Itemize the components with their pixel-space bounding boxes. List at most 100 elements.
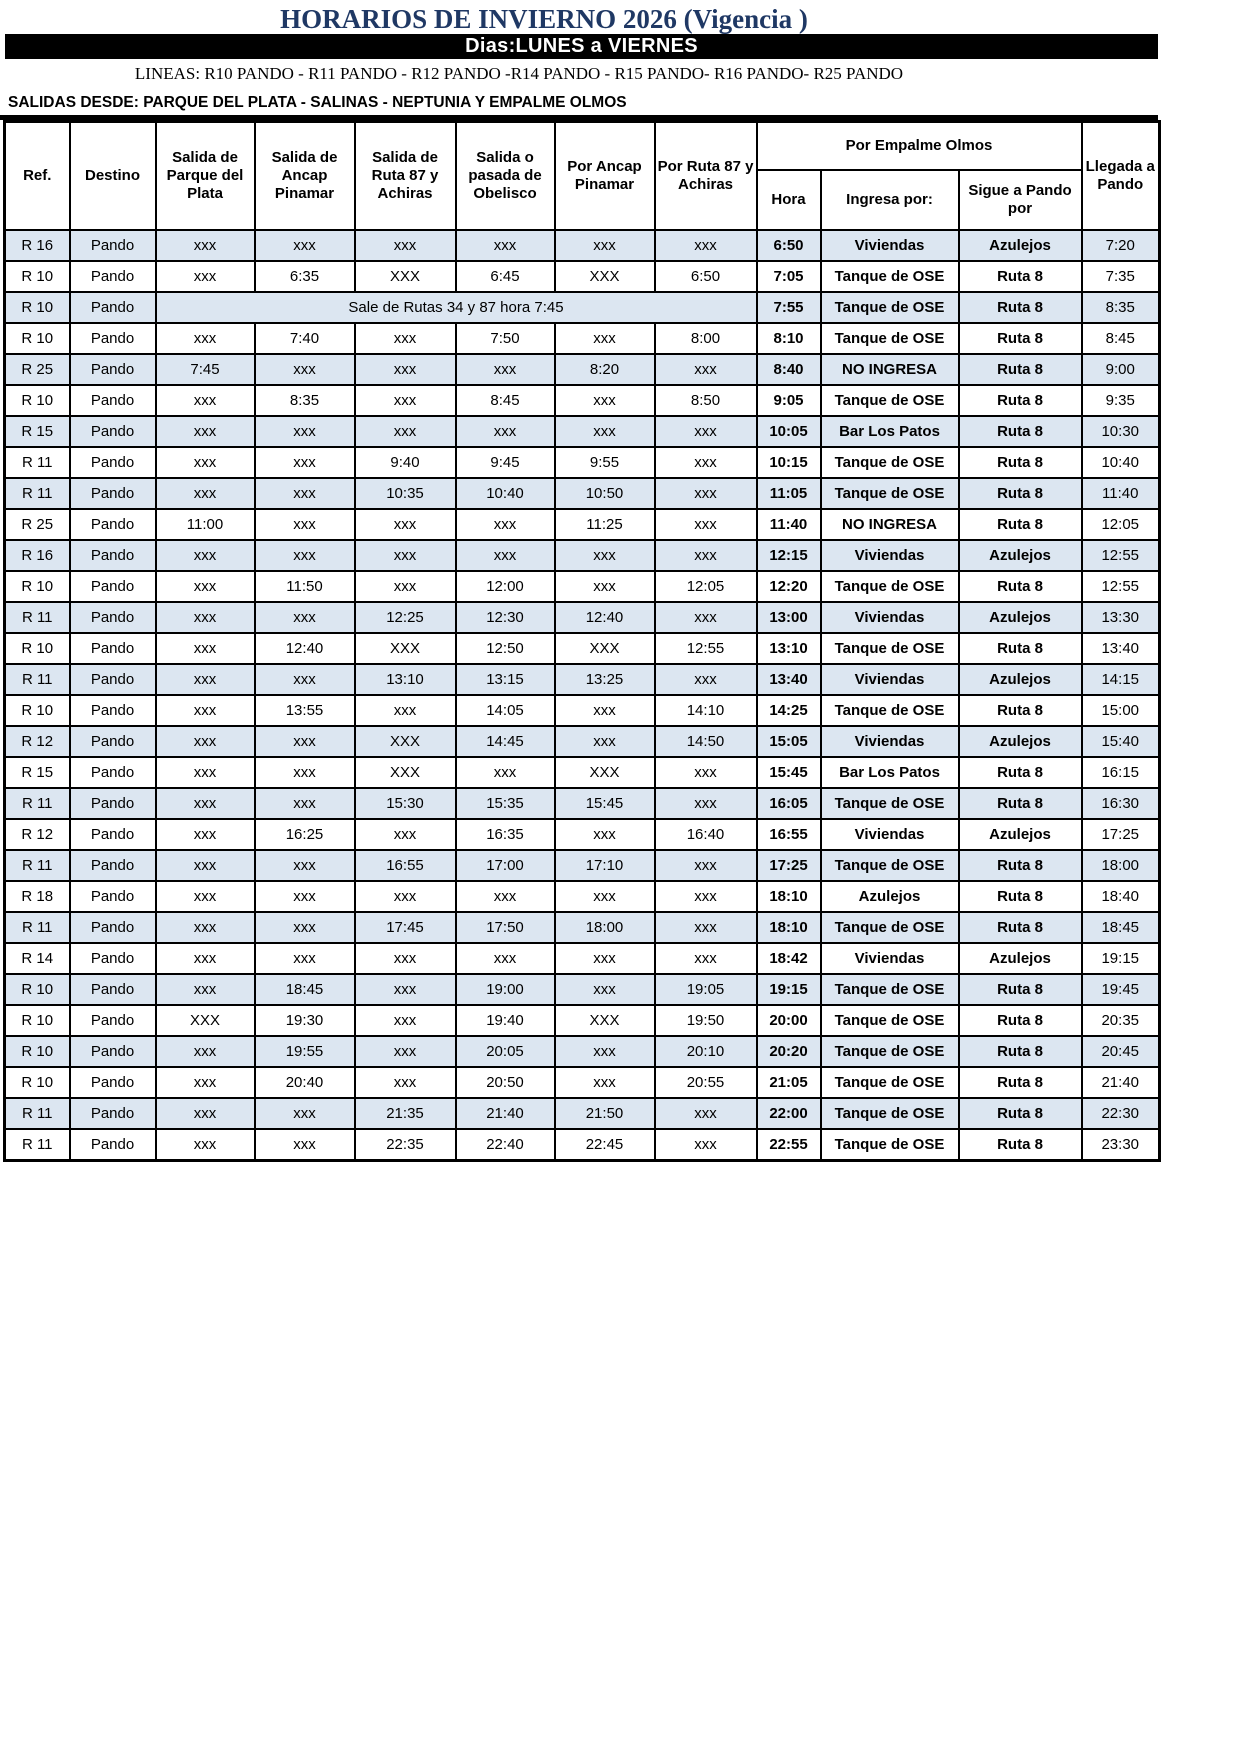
ref-cell: R 11 [3, 600, 71, 634]
por-ruta87-cell: xxx [653, 352, 758, 386]
destino-cell: Pando [68, 1096, 157, 1130]
sigue-cell: Azulejos [957, 228, 1083, 262]
timetable-header: Ref. Destino Salida de Parque del Plata … [3, 121, 1161, 231]
ingresa-cell: NO INGRESA [819, 352, 960, 386]
sigue-cell: Ruta 8 [957, 693, 1083, 727]
salida-ruta87-cell: XXX [353, 259, 457, 293]
ingresa-cell: Bar Los Patos [819, 755, 960, 789]
por-ancap-cell: 22:45 [553, 1127, 656, 1161]
timetable-row: R 10 Pando Sale de Rutas 34 y 87 hora 7:45… [3, 290, 1161, 324]
salida-parque-cell: xxx [154, 848, 256, 882]
salida-ruta87-cell: xxx [353, 569, 457, 603]
salida-ruta87-cell: xxx [353, 1034, 457, 1068]
llegada-cell: 15:00 [1080, 693, 1161, 727]
salida-ruta87-cell: 12:25 [353, 600, 457, 634]
por-ancap-cell: 18:00 [553, 910, 656, 944]
divider-rule [0, 115, 1158, 120]
ref-cell: R 10 [3, 321, 71, 355]
destino-cell: Pando [68, 662, 157, 696]
destino-cell: Pando [68, 817, 157, 851]
llegada-cell: 21:40 [1080, 1065, 1161, 1099]
sigue-cell: Ruta 8 [957, 352, 1083, 386]
llegada-cell: 19:45 [1080, 972, 1161, 1006]
salida-obelisco-cell: 10:40 [454, 476, 556, 510]
timetable-row: R 11 Pando xxx xxx 12:25 12:30 12:40 xxx 13:00 Vi… [3, 600, 1161, 634]
ingresa-cell: Tanque de OSE [819, 476, 960, 510]
sigue-cell: Ruta 8 [957, 848, 1083, 882]
llegada-cell: 10:40 [1080, 445, 1161, 479]
por-ancap-cell: xxx [553, 724, 656, 758]
ingresa-cell: Viviendas [819, 600, 960, 634]
ingresa-cell: Tanque de OSE [819, 972, 960, 1006]
ingresa-cell: Tanque de OSE [819, 848, 960, 882]
destino-cell: Pando [68, 786, 157, 820]
merged-note-cell: Sale de Rutas 34 y 87 hora 7:45 [154, 290, 758, 324]
hora-cell: 9:05 [755, 383, 822, 417]
llegada-cell: 13:40 [1080, 631, 1161, 665]
por-ruta87-cell: 12:55 [653, 631, 758, 665]
ref-cell: R 25 [3, 352, 71, 386]
salida-parque-cell: xxx [154, 476, 256, 510]
destino-cell: Pando [68, 1003, 157, 1037]
timetable-row: R 12 Pando xxx 16:25 xxx 16:35 xxx 16:40 16:55 Vi… [3, 817, 1161, 851]
hora-cell: 21:05 [755, 1065, 822, 1099]
timetable-row: R 10 Pando xxx 19:55 xxx 20:05 xxx 20:10 20:20 Ta… [3, 1034, 1161, 1068]
ref-cell: R 11 [3, 445, 71, 479]
salida-ruta87-cell: xxx [353, 879, 457, 913]
ingresa-cell: Tanque de OSE [819, 786, 960, 820]
salida-parque-cell: 11:00 [154, 507, 256, 541]
por-ruta87-cell: 16:40 [653, 817, 758, 851]
por-ruta87-cell: 14:10 [653, 693, 758, 727]
salida-obelisco-cell: xxx [454, 507, 556, 541]
por-ruta87-cell: 8:00 [653, 321, 758, 355]
destino-cell: Pando [68, 910, 157, 944]
salida-parque-cell: xxx [154, 786, 256, 820]
sigue-cell: Ruta 8 [957, 879, 1083, 913]
ingresa-cell: Viviendas [819, 817, 960, 851]
salida-parque-cell: xxx [154, 228, 256, 262]
salida-parque-cell: XXX [154, 1003, 256, 1037]
timetable-row: R 10 Pando xxx 12:40 XXX 12:50 XXX 12:55 13:10 Ta… [3, 631, 1161, 665]
ref-cell: R 15 [3, 414, 71, 448]
salida-ruta87-cell: xxx [353, 414, 457, 448]
salida-ancap-cell: xxx [253, 538, 356, 572]
sigue-cell: Ruta 8 [957, 1003, 1083, 1037]
salida-obelisco-cell: 7:50 [454, 321, 556, 355]
ingresa-cell: NO INGRESA [819, 507, 960, 541]
salida-obelisco-cell: 19:00 [454, 972, 556, 1006]
salida-ancap-cell: 6:35 [253, 259, 356, 293]
por-ruta87-cell: xxx [653, 600, 758, 634]
salida-ancap-cell: xxx [253, 910, 356, 944]
llegada-cell: 8:45 [1080, 321, 1161, 355]
destino-cell: Pando [68, 941, 157, 975]
destino-cell: Pando [68, 879, 157, 913]
ref-cell: R 11 [3, 476, 71, 510]
salida-obelisco-cell: 12:50 [454, 631, 556, 665]
ingresa-cell: Tanque de OSE [819, 1003, 960, 1037]
salida-parque-cell: 7:45 [154, 352, 256, 386]
destino-cell: Pando [68, 724, 157, 758]
salida-parque-cell: xxx [154, 693, 256, 727]
salida-ruta87-cell: XXX [353, 631, 457, 665]
por-ruta87-cell: xxx [653, 228, 758, 262]
salida-ancap-cell: xxx [253, 228, 356, 262]
por-ancap-cell: XXX [553, 755, 656, 789]
salida-ruta87-cell: xxx [353, 972, 457, 1006]
por-ancap-cell: xxx [553, 941, 656, 975]
salida-parque-cell: xxx [154, 662, 256, 696]
hora-cell: 13:10 [755, 631, 822, 665]
hora-cell: 11:40 [755, 507, 822, 541]
ingresa-cell: Tanque de OSE [819, 910, 960, 944]
por-ruta87-cell: 12:05 [653, 569, 758, 603]
ref-cell: R 10 [3, 1065, 71, 1099]
salida-ruta87-cell: XXX [353, 724, 457, 758]
sigue-cell: Azulejos [957, 538, 1083, 572]
llegada-cell: 9:00 [1080, 352, 1161, 386]
sigue-cell: Ruta 8 [957, 445, 1083, 479]
por-ancap-cell: xxx [553, 879, 656, 913]
sigue-cell: Ruta 8 [957, 321, 1083, 355]
llegada-cell: 13:30 [1080, 600, 1161, 634]
por-ancap-cell: xxx [553, 228, 656, 262]
ref-cell: R 11 [3, 1096, 71, 1130]
ref-cell: R 11 [3, 1127, 71, 1161]
